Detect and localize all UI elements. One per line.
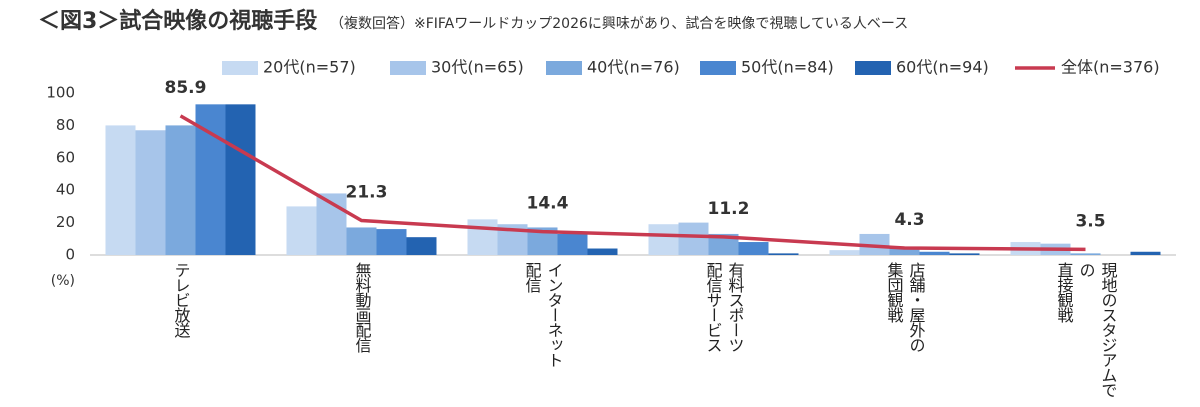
data-label: 11.2 bbox=[708, 199, 750, 219]
y-tick-label: 40 bbox=[56, 181, 75, 199]
y-unit: (%) bbox=[51, 273, 75, 289]
legend-label: 全体(n=376) bbox=[1061, 58, 1160, 77]
legend-label: 50代(n=84) bbox=[741, 58, 834, 77]
y-tick-label: 80 bbox=[56, 116, 75, 134]
bar bbox=[557, 233, 588, 255]
chart-subtitle: （複数回答）※FIFAワールドカップ2026に興味があり、試合を映像で視聴してい… bbox=[330, 15, 908, 32]
bar bbox=[406, 237, 437, 255]
legend-swatch bbox=[390, 61, 426, 75]
bar bbox=[195, 104, 226, 255]
data-label: 3.5 bbox=[1075, 211, 1105, 231]
data-label: 4.3 bbox=[894, 210, 924, 230]
bar bbox=[738, 242, 769, 255]
line bbox=[179, 114, 1086, 252]
x-tick-label: 無料動画配信 bbox=[352, 262, 372, 352]
bar bbox=[225, 104, 256, 255]
bar bbox=[376, 229, 407, 255]
y-tick-label: 0 bbox=[65, 246, 75, 264]
data-label: 85.9 bbox=[165, 78, 207, 98]
legend-label: 40代(n=76) bbox=[587, 58, 680, 77]
data-label: 14.4 bbox=[527, 194, 569, 214]
bar bbox=[648, 224, 679, 255]
bar bbox=[286, 206, 317, 255]
bar bbox=[105, 125, 136, 256]
bar bbox=[165, 125, 196, 256]
legend-swatch bbox=[546, 61, 582, 75]
bar bbox=[889, 246, 920, 255]
legend-label: 20代(n=57) bbox=[263, 58, 356, 77]
legend-swatch bbox=[700, 61, 736, 75]
bar bbox=[1130, 251, 1161, 255]
bar bbox=[768, 253, 799, 255]
bar bbox=[708, 233, 739, 255]
x-tick-label: インターネット 配信 bbox=[522, 262, 564, 367]
y-tick-label: 20 bbox=[56, 213, 75, 231]
bar bbox=[919, 251, 950, 255]
chart-title: ＜図3＞試合映像の視聴手段 bbox=[38, 8, 317, 34]
x-tick-label: 有料スポーツ 配信サービス bbox=[703, 262, 745, 352]
bar bbox=[467, 219, 498, 255]
legend-label: 60代(n=94) bbox=[896, 58, 989, 77]
bar bbox=[678, 222, 709, 255]
data-label: 21.3 bbox=[346, 182, 388, 202]
bar bbox=[346, 227, 377, 255]
y-tick-label: 100 bbox=[46, 84, 75, 102]
legend-label: 30代(n=65) bbox=[431, 58, 524, 77]
y-tick-label: 60 bbox=[56, 148, 75, 166]
x-tick-label: 店舗・屋外の 集団観戦 bbox=[884, 262, 926, 352]
bar bbox=[829, 250, 860, 255]
bar bbox=[587, 248, 618, 255]
bar bbox=[1070, 253, 1101, 255]
bar bbox=[949, 253, 980, 255]
legend-swatch bbox=[222, 61, 258, 75]
bar bbox=[135, 130, 166, 255]
x-tick-label: テレビ放送 bbox=[171, 262, 191, 337]
x-tick-label: 現地のスタジアムでの 直接観戦 bbox=[1054, 262, 1118, 397]
legend-swatch bbox=[855, 61, 891, 75]
